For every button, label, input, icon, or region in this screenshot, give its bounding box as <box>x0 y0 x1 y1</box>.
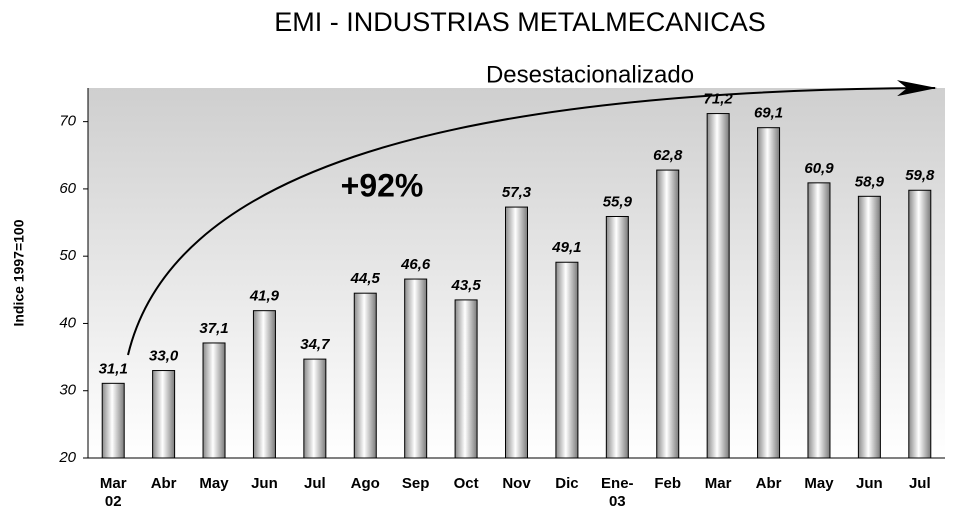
value-label: 46,6 <box>400 256 431 273</box>
bar <box>706 113 730 459</box>
value-label: 57,3 <box>502 184 532 201</box>
bar <box>807 182 831 459</box>
value-label: 58,9 <box>855 173 885 190</box>
value-label: 44,5 <box>350 270 381 287</box>
annotation: +92% <box>341 167 424 203</box>
y-tick-label: 30 <box>59 382 76 399</box>
value-label: 59,8 <box>905 167 935 184</box>
bar <box>454 299 478 459</box>
x-tick-label: Jul <box>908 475 931 492</box>
trend-arrow <box>127 80 937 356</box>
y-axis-label: Indice 1997=100 <box>11 219 27 326</box>
bar <box>152 370 176 459</box>
y-tick-label: 60 <box>59 180 76 197</box>
bar <box>303 358 327 459</box>
chart-title: EMI - INDUSTRIAS METALMECANICAS <box>274 7 766 37</box>
y-tick-label: 20 <box>58 449 76 466</box>
value-label: 62,8 <box>653 147 683 164</box>
value-label: 33,0 <box>149 348 179 365</box>
x-tick-label: Oct <box>453 475 479 492</box>
value-label: 41,9 <box>249 288 280 305</box>
value-label: 34,7 <box>300 336 330 353</box>
x-tick-label: Sep <box>401 475 430 492</box>
bar <box>605 215 629 459</box>
bar <box>656 169 680 459</box>
x-tick-label: Jul <box>304 475 326 492</box>
value-label: 43,5 <box>450 277 481 294</box>
value-label: 37,1 <box>199 320 228 337</box>
value-label: 71,2 <box>704 91 734 108</box>
bar <box>908 189 932 459</box>
x-tick-label: Abr <box>150 475 177 492</box>
x-tick-label: Jun <box>856 475 883 492</box>
x-tick-label: May <box>804 475 834 492</box>
annotation: Desestacionalizado <box>486 61 694 88</box>
x-tick-label: Abr <box>755 475 782 492</box>
bar <box>505 206 528 459</box>
x-tick-label: Nov <box>502 475 531 492</box>
bar <box>101 382 125 459</box>
y-tick-label: 70 <box>59 113 76 130</box>
bar <box>404 278 428 459</box>
x-tick-label: May <box>199 475 229 492</box>
value-label: 55,9 <box>603 193 633 210</box>
x-tick-label: Jun <box>251 475 278 492</box>
bar <box>757 127 781 459</box>
x-tick-label: Mar <box>704 475 732 492</box>
value-label: 69,1 <box>754 105 783 122</box>
value-label: 31,1 <box>99 360 128 377</box>
x-tick-label: Dic <box>555 475 579 492</box>
x-tick-label: Mar 02 <box>99 475 127 510</box>
value-label: 49,1 <box>551 239 581 256</box>
y-tick-label: 40 <box>59 314 76 331</box>
bar <box>353 292 377 459</box>
x-tick-label: Feb <box>654 475 682 492</box>
x-tick-label: Ene-03 <box>601 475 634 510</box>
bar <box>857 195 881 459</box>
bar <box>202 342 226 459</box>
x-tick-label: Ago <box>350 475 380 492</box>
bar <box>555 261 579 459</box>
y-tick-label: 50 <box>59 247 76 264</box>
value-label: 60,9 <box>804 160 834 177</box>
bar <box>252 310 276 459</box>
